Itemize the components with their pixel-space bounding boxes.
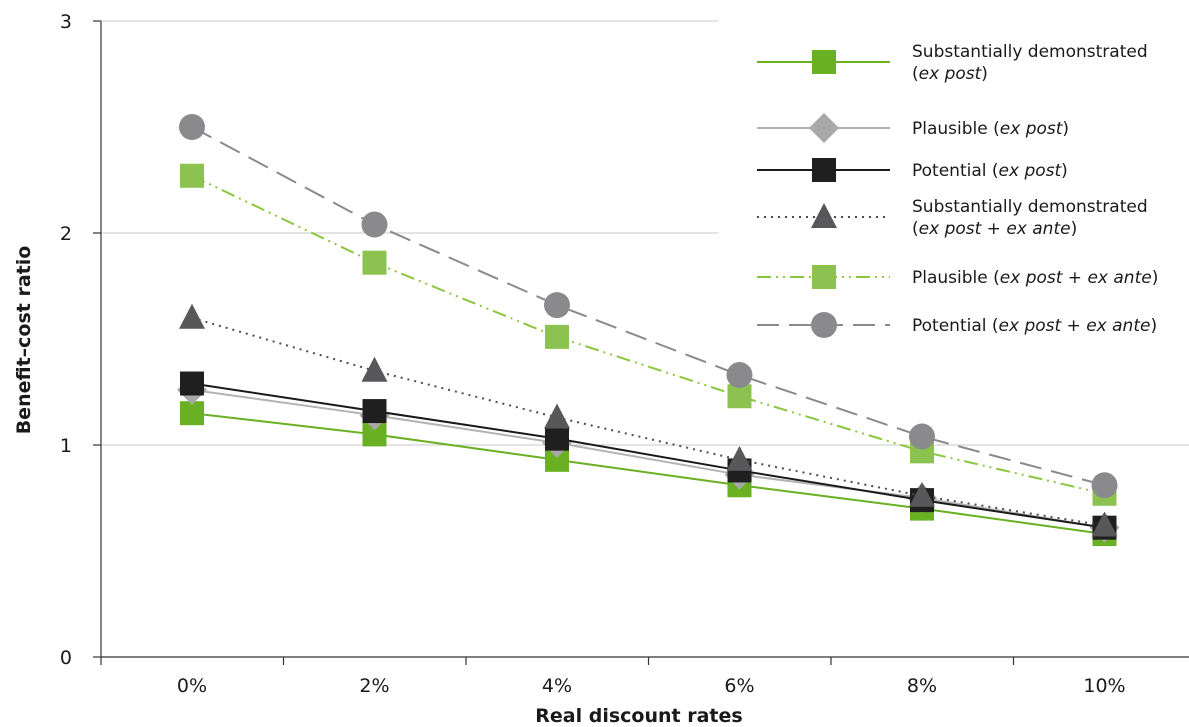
x-tick-label: 2% [359,675,389,697]
gridlines [101,20,1189,446]
legend-label-part: ex ante [1086,316,1150,336]
data-point [362,399,387,424]
data-point [1091,511,1118,537]
legend-label-part: ) [1061,161,1068,181]
series-line [191,174,1105,495]
legend-marker [812,265,836,289]
data-point [545,426,569,451]
data-point [909,481,935,507]
data-point [362,250,387,275]
legend-item-2: Plausible (ex post) [757,113,1069,143]
data-point [361,356,388,382]
legend-label-part: ex post [919,219,983,239]
x-tick-label: 10% [1083,675,1125,697]
y-tick-label: 2 [60,223,72,245]
series-1 [180,401,1117,547]
data-point [727,384,752,409]
legend-label-part: ) [1062,119,1069,139]
series-line [191,388,1105,529]
y-tick-label: 3 [60,11,72,33]
data-point [544,403,570,429]
legend-label: (ex post) [912,64,988,84]
data-point [179,114,205,140]
legend-item-4: Substantially demonstrated(ex post + ex … [757,197,1148,239]
x-tick-label: 8% [907,675,937,697]
legend-label-part: ) [1150,316,1157,336]
legend-label: Potential (ex post + ex ante) [912,316,1157,336]
x-tick-label: 0% [177,675,207,697]
legend-label: Plausible (ex post) [912,119,1069,139]
legend-label-part: Plausible ( [912,268,1000,288]
legend-label-part: ex post [999,161,1063,181]
x-tick-label: 4% [542,675,572,697]
data-point [726,445,753,471]
legend-label-part: + [1062,268,1087,288]
legend-label-part: ) [1152,268,1159,288]
legend-label-part: ex post [919,64,983,84]
legend-item-6: Potential (ex post + ex ante) [757,312,1157,338]
series-6 [179,114,1118,499]
legend-label: Potential (ex post) [912,161,1068,181]
legend-item-3: Potential (ex post) [757,158,1068,182]
legend-marker [811,312,837,338]
y-tick-label: 0 [60,647,72,669]
legend: Substantially demonstrated(ex post)Plaus… [757,42,1158,338]
x-axis-title: Real discount rates [535,705,742,727]
axes [93,20,1189,665]
y-axis-title: Benefit–cost ratio [13,246,35,435]
legend-label-part: Plausible ( [912,119,1000,139]
series-line [191,316,1105,527]
series-5 [180,163,1117,506]
legend-label-part: ex ante [1087,268,1151,288]
data-point [361,211,388,238]
legend-label: Substantially demonstrated [912,197,1148,217]
legend-marker [811,203,837,228]
legend-label-part: Substantially demonstrated [912,197,1148,217]
legend-label-part: + [1061,316,1086,336]
series-line [191,412,1105,536]
data-point [726,362,753,389]
legend-label-part: Potential ( [912,161,999,181]
data-point [544,292,570,319]
legend-label-part: ) [1071,219,1078,239]
legend-marker [809,113,839,143]
series-line [191,382,1105,529]
legend-label: (ex post + ex ante) [912,219,1077,239]
legend-label-part: ex ante [1006,219,1070,239]
data-point [180,401,204,426]
legend-label-part: ) [981,64,988,84]
series-line [191,126,1105,487]
series-3 [180,371,1117,540]
legend-label: Plausible (ex post + ex ante) [912,268,1158,288]
y-tick-label: 1 [60,435,72,457]
legend-marker [812,158,836,182]
legend-label-part: ( [912,64,919,84]
data-point [545,324,569,349]
series-layer [177,114,1120,547]
series-2 [177,374,1120,543]
x-tick-label: 6% [724,675,754,697]
legend-label-part: Substantially demonstrated [912,42,1148,62]
legend-item-1: Substantially demonstrated(ex post) [757,42,1148,84]
legend-label-part: ex post [999,316,1063,336]
tick-labels: 0 1 2 3 0% 2% 4% 6% 8% 10% [60,11,1126,697]
legend-label-part: + [981,219,1006,239]
legend-label-part: ( [912,219,919,239]
data-point [909,423,935,450]
legend-label: Substantially demonstrated [912,42,1148,62]
legend-item-5: Plausible (ex post + ex ante) [757,265,1158,289]
series-4 [179,303,1118,537]
legend-label-part: Potential ( [912,316,999,336]
legend-label-part: ex post [1000,268,1064,288]
data-point [179,303,205,329]
data-point [1091,472,1118,499]
legend-marker [812,50,836,74]
data-point [180,371,204,396]
legend-label-part: ex post [1000,119,1064,139]
data-point [180,163,204,188]
